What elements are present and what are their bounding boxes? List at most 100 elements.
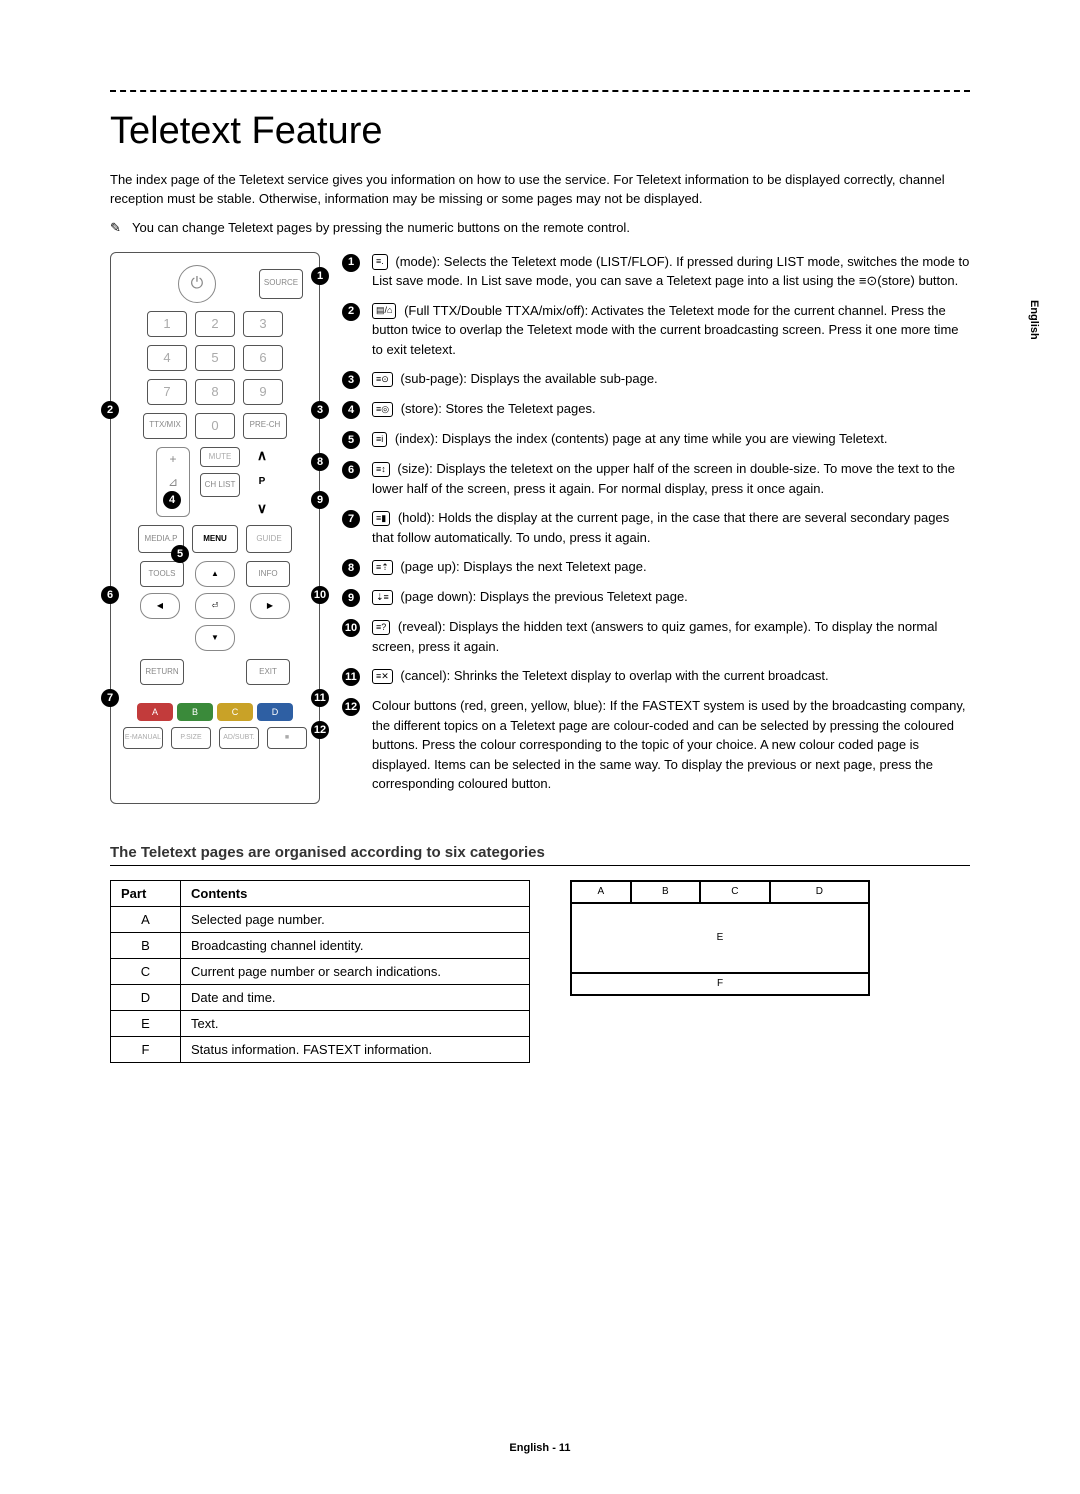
description-list: 1 ≡. (mode): Selects the Teletext mode (L… (342, 252, 970, 804)
exit-button[interactable]: EXIT (246, 659, 290, 685)
parts-header-contents: Contents (181, 880, 530, 906)
ch-label: P (259, 476, 266, 487)
intro-text: The index page of the Teletext service g… (110, 171, 970, 209)
callout-11: 11 (311, 689, 329, 707)
dpad-down[interactable]: ▼ (195, 625, 235, 651)
layout-d: D (770, 881, 869, 903)
teletext-icon: ≡. (372, 254, 388, 270)
psize-button[interactable]: P.SIZE (171, 727, 211, 749)
content-cell: Selected page number. (181, 906, 530, 932)
layout-a: A (571, 881, 631, 903)
content-cell: Text. (181, 1010, 530, 1036)
guide-button[interactable]: GUIDE (246, 525, 292, 553)
menu-button[interactable]: MENU (192, 525, 238, 553)
num-7[interactable]: 7 (147, 379, 187, 405)
parts-table: Part Contents ASelected page number.BBro… (110, 880, 530, 1063)
dpad-up[interactable]: ▲ (195, 561, 235, 587)
num-1[interactable]: 1 (147, 311, 187, 337)
desc-body: (store): Stores the Teletext pages. (397, 401, 595, 416)
callout-8: 8 (311, 453, 329, 471)
num-0[interactable]: 0 (195, 413, 235, 439)
teletext-icon: ≡✕ (372, 669, 393, 685)
num-5[interactable]: 5 (195, 345, 235, 371)
content-cell: Date and time. (181, 984, 530, 1010)
tools-button[interactable]: TOOLS (140, 561, 184, 587)
desc-number: 6 (342, 461, 360, 479)
num-4[interactable]: 4 (147, 345, 187, 371)
desc-text: ≡✕ (cancel): Shrinks the Teletext displa… (372, 666, 970, 686)
table-row: ASelected page number. (111, 906, 530, 932)
side-language-tab: English (1028, 300, 1040, 340)
table-row: BBroadcasting channel identity. (111, 932, 530, 958)
dpad-right[interactable]: ▶ (250, 593, 290, 619)
color-c[interactable]: C (217, 703, 253, 721)
part-cell: C (111, 958, 181, 984)
desc-body: (Full TTX/Double TTXA/mix/off): Activate… (372, 303, 959, 357)
desc-text: ≡. (mode): Selects the Teletext mode (LI… (372, 252, 970, 291)
page-layout-diagram: A B C D E F (570, 880, 870, 996)
desc-item: 1 ≡. (mode): Selects the Teletext mode (L… (342, 252, 970, 291)
callout-2: 2 (101, 401, 119, 419)
part-cell: E (111, 1010, 181, 1036)
part-cell: A (111, 906, 181, 932)
power-button[interactable]: ⏻ (178, 265, 216, 303)
teletext-icon: ≡↕ (372, 462, 390, 478)
mute-button[interactable]: MUTE (200, 447, 240, 467)
desc-number: 9 (342, 589, 360, 607)
callout-12: 12 (311, 721, 329, 739)
prech-button[interactable]: PRE-CH (243, 413, 287, 439)
num-8[interactable]: 8 (195, 379, 235, 405)
channel-rocker[interactable]: ∧ P ∨ (250, 447, 274, 517)
desc-item: 5≡i (index): Displays the index (content… (342, 429, 970, 449)
chlist-button[interactable]: CH LIST (200, 473, 240, 497)
dpad-left[interactable]: ◀ (140, 593, 180, 619)
color-b[interactable]: B (177, 703, 213, 721)
layout-c: C (700, 881, 770, 903)
desc-text: ⇣≡ (page down): Displays the previous Te… (372, 587, 970, 607)
info-button[interactable]: INFO (246, 561, 290, 587)
adsubt-button[interactable]: AD/SUBT. (219, 727, 259, 749)
table-row: CCurrent page number or search indicatio… (111, 958, 530, 984)
section-divider (110, 90, 970, 92)
source-button[interactable]: SOURCE (259, 269, 303, 299)
callout-7: 7 (101, 689, 119, 707)
num-3[interactable]: 3 (243, 311, 283, 337)
desc-body: (index): Displays the index (contents) p… (391, 431, 887, 446)
num-2[interactable]: 2 (195, 311, 235, 337)
teletext-icon: ≡⊙ (372, 372, 393, 388)
return-button[interactable]: RETURN (140, 659, 184, 685)
desc-item: 9 ⇣≡ (page down): Displays the previous T… (342, 587, 970, 607)
teletext-icon: ⇣≡ (372, 590, 393, 606)
num-6[interactable]: 6 (243, 345, 283, 371)
teletext-icon: ≡◎ (372, 402, 393, 418)
desc-body: (hold): Holds the display at the current… (372, 510, 949, 545)
subheading: The Teletext pages are organised accordi… (110, 844, 970, 866)
color-d[interactable]: D (257, 703, 293, 721)
desc-body: (page up): Displays the next Teletext pa… (397, 559, 647, 574)
content-cell: Current page number or search indication… (181, 958, 530, 984)
stop-button[interactable]: ■ (267, 727, 307, 749)
desc-item: 2 ▤/⌂ (Full TTX/Double TTXA/mix/off): Act… (342, 301, 970, 360)
part-cell: D (111, 984, 181, 1010)
color-a[interactable]: A (137, 703, 173, 721)
desc-number: 1 (342, 254, 360, 272)
callout-10: 10 (311, 586, 329, 604)
emanual-button[interactable]: E-MANUAL (123, 727, 163, 749)
parts-header-part: Part (111, 880, 181, 906)
dpad: ▲ ▼ ◀ ▶ ⏎ TOOLS INFO RETURN EXIT (140, 561, 290, 651)
desc-number: 2 (342, 303, 360, 321)
num-9[interactable]: 9 (243, 379, 283, 405)
desc-item: 10≡? (reveal): Displays the hidden text … (342, 617, 970, 656)
dpad-enter[interactable]: ⏎ (195, 593, 235, 619)
layout-b: B (631, 881, 701, 903)
desc-number: 7 (342, 510, 360, 528)
part-cell: F (111, 1036, 181, 1062)
ttxmix-button[interactable]: TTX/MIX (143, 413, 187, 439)
desc-number: 11 (342, 668, 360, 686)
desc-body: (reveal): Displays the hidden text (answ… (372, 619, 937, 654)
teletext-icon: ≡i (372, 432, 387, 448)
callout-6: 6 (101, 586, 119, 604)
teletext-icon: ▤/⌂ (372, 303, 396, 319)
desc-text: ≡◎ (store): Stores the Teletext pages. (372, 399, 970, 419)
color-buttons-row: A B C D (121, 703, 309, 721)
